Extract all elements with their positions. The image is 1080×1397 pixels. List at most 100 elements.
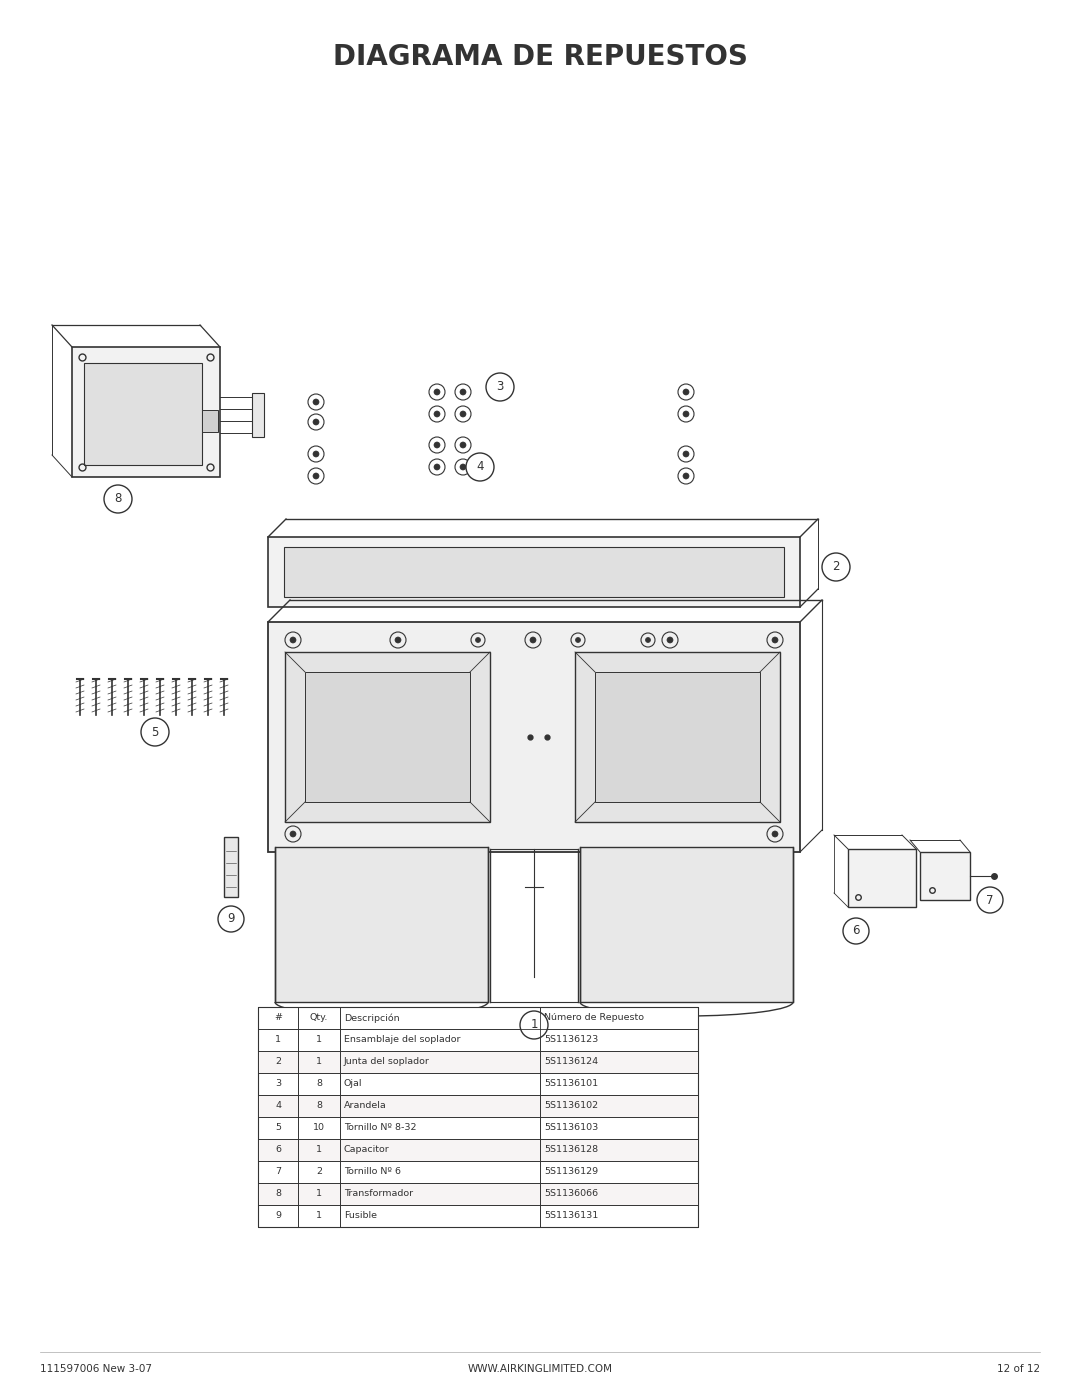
Circle shape xyxy=(460,411,465,416)
Bar xyxy=(84,363,202,465)
Text: 12 of 12: 12 of 12 xyxy=(997,1363,1040,1375)
Text: 5S1136123: 5S1136123 xyxy=(544,1035,598,1045)
Circle shape xyxy=(977,887,1003,914)
Text: 8: 8 xyxy=(114,493,122,506)
Circle shape xyxy=(313,419,319,425)
Text: 5S1136102: 5S1136102 xyxy=(544,1101,598,1111)
Text: 8: 8 xyxy=(316,1080,322,1088)
Text: Tornillo Nº 6: Tornillo Nº 6 xyxy=(345,1168,401,1176)
Text: 5: 5 xyxy=(275,1123,281,1133)
Polygon shape xyxy=(595,672,760,802)
Circle shape xyxy=(843,918,869,944)
Text: Arandela: Arandela xyxy=(345,1101,387,1111)
Text: 1: 1 xyxy=(316,1189,322,1199)
Bar xyxy=(252,393,264,437)
Text: 6: 6 xyxy=(852,925,860,937)
Text: #: # xyxy=(274,1013,282,1023)
Circle shape xyxy=(486,373,514,401)
Circle shape xyxy=(291,637,296,643)
Text: 5S1136131: 5S1136131 xyxy=(544,1211,598,1221)
Bar xyxy=(224,837,238,897)
Text: 5S1136103: 5S1136103 xyxy=(544,1123,598,1133)
Text: Ojal: Ojal xyxy=(345,1080,363,1088)
Text: Ensamblaje del soplador: Ensamblaje del soplador xyxy=(345,1035,460,1045)
Text: Transformador: Transformador xyxy=(345,1189,414,1199)
Text: Junta del soplador: Junta del soplador xyxy=(345,1058,430,1066)
Text: 3: 3 xyxy=(497,380,503,394)
Circle shape xyxy=(313,400,319,405)
Text: 8: 8 xyxy=(316,1101,322,1111)
Text: Descripción: Descripción xyxy=(345,1013,400,1023)
Bar xyxy=(258,1051,698,1073)
Circle shape xyxy=(434,411,440,416)
Text: 9: 9 xyxy=(275,1211,281,1221)
Text: 5S1136124: 5S1136124 xyxy=(544,1058,598,1066)
Text: 5S1136129: 5S1136129 xyxy=(544,1168,598,1176)
Text: 1: 1 xyxy=(316,1058,322,1066)
Polygon shape xyxy=(575,652,780,821)
Circle shape xyxy=(460,464,465,469)
Polygon shape xyxy=(285,652,490,821)
Bar xyxy=(258,1139,698,1161)
Circle shape xyxy=(822,553,850,581)
Polygon shape xyxy=(275,847,488,1002)
Circle shape xyxy=(683,474,689,479)
Text: 3: 3 xyxy=(275,1080,281,1088)
Bar xyxy=(920,852,970,900)
Text: 5S1136128: 5S1136128 xyxy=(544,1146,598,1154)
Text: 1: 1 xyxy=(530,1018,538,1031)
Text: 4: 4 xyxy=(476,461,484,474)
Text: 9: 9 xyxy=(227,912,234,925)
Text: 1: 1 xyxy=(316,1211,322,1221)
Text: 1: 1 xyxy=(316,1035,322,1045)
Text: 10: 10 xyxy=(313,1123,325,1133)
Text: 6: 6 xyxy=(275,1146,281,1154)
Text: Tornillo Nº 8-32: Tornillo Nº 8-32 xyxy=(345,1123,417,1133)
Circle shape xyxy=(313,451,319,457)
Text: WWW.AIRKINGLIMITED.COM: WWW.AIRKINGLIMITED.COM xyxy=(468,1363,612,1375)
Text: 5: 5 xyxy=(151,725,159,739)
Text: 2: 2 xyxy=(275,1058,281,1066)
Polygon shape xyxy=(268,622,800,852)
Text: 7: 7 xyxy=(986,894,994,907)
Bar xyxy=(258,1007,698,1227)
Circle shape xyxy=(683,451,689,457)
Polygon shape xyxy=(580,847,793,1002)
Circle shape xyxy=(395,637,401,643)
Bar xyxy=(258,1183,698,1206)
Text: Qty.: Qty. xyxy=(310,1013,328,1023)
Circle shape xyxy=(434,464,440,469)
Polygon shape xyxy=(305,672,470,802)
Text: 2: 2 xyxy=(316,1168,322,1176)
Text: DIAGRAMA DE REPUESTOS: DIAGRAMA DE REPUESTOS xyxy=(333,43,747,71)
Circle shape xyxy=(772,637,778,643)
Polygon shape xyxy=(284,548,784,597)
Circle shape xyxy=(772,831,778,837)
Circle shape xyxy=(141,718,168,746)
Circle shape xyxy=(519,1011,548,1039)
Polygon shape xyxy=(268,536,800,608)
Circle shape xyxy=(434,388,440,395)
Text: 5S1136101: 5S1136101 xyxy=(544,1080,598,1088)
Circle shape xyxy=(683,388,689,395)
Text: 5S1136066: 5S1136066 xyxy=(544,1189,598,1199)
Bar xyxy=(72,346,220,476)
Text: 2: 2 xyxy=(833,560,840,574)
Circle shape xyxy=(667,637,673,643)
Text: 8: 8 xyxy=(275,1189,281,1199)
Circle shape xyxy=(218,907,244,932)
Text: 111597006 New 3-07: 111597006 New 3-07 xyxy=(40,1363,152,1375)
Text: Número de Repuesto: Número de Repuesto xyxy=(544,1013,644,1023)
Circle shape xyxy=(646,637,650,643)
Circle shape xyxy=(475,637,481,643)
Circle shape xyxy=(291,831,296,837)
Circle shape xyxy=(683,411,689,416)
Circle shape xyxy=(465,453,494,481)
Text: Fusible: Fusible xyxy=(345,1211,377,1221)
Text: 1: 1 xyxy=(316,1146,322,1154)
Text: 1: 1 xyxy=(275,1035,281,1045)
Bar xyxy=(258,1095,698,1118)
Circle shape xyxy=(313,474,319,479)
Bar xyxy=(202,409,218,432)
Bar xyxy=(848,849,916,907)
